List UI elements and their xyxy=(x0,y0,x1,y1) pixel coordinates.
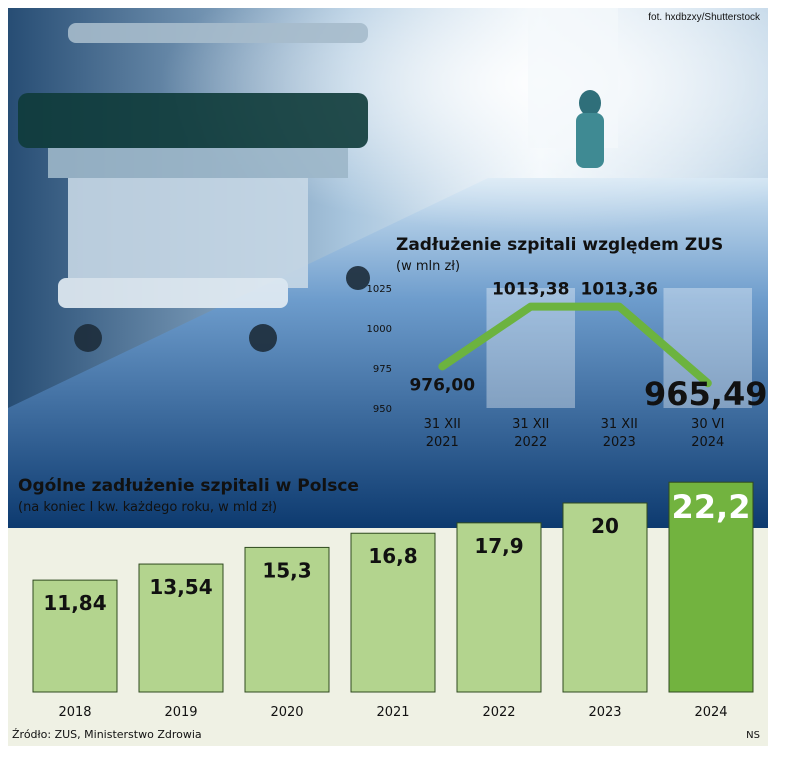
bar-chart-bars: 11,84 2018 13,54 2019 15,3 2020 16,8 2021 17,9 20… xyxy=(32,481,754,720)
bar-value-label: 20 xyxy=(591,514,619,538)
line-chart-subtitle: (w mln zł) xyxy=(396,259,460,274)
bar-category-label: 2023 xyxy=(588,705,621,720)
bar-value-label: 13,54 xyxy=(149,575,212,599)
bar-category-label: 2019 xyxy=(164,705,197,720)
bar-value-label: 17,9 xyxy=(474,534,523,558)
line-x-tick-label: 2021 xyxy=(426,435,459,450)
bar xyxy=(562,502,648,693)
hospital-corridor-photo: fot. hxdbzxy/Shutterstock xyxy=(8,8,768,528)
line-y-tick-label: 1000 xyxy=(367,324,392,335)
line-value-label: 965,49 xyxy=(644,375,767,413)
bar xyxy=(138,563,224,693)
bar-category-label: 2020 xyxy=(270,705,303,720)
bar-chart: Ogólne zadłużenie szpitali w Polsce (na … xyxy=(18,476,754,720)
bar-value-label: 15,3 xyxy=(262,558,311,582)
bar-value-label: 22,2 xyxy=(672,488,751,526)
author-initials: NS xyxy=(746,730,760,741)
line-chart-band xyxy=(663,288,752,408)
stretcher-shape xyxy=(18,23,370,352)
bar xyxy=(350,532,436,693)
bar xyxy=(456,522,542,693)
photo-credit: fot. hxdbzxy/Shutterstock xyxy=(648,12,761,23)
line-value-label: 1013,36 xyxy=(581,280,658,300)
nurse-shape xyxy=(576,90,604,168)
line-x-tick-label: 2023 xyxy=(603,435,636,450)
line-y-tick-label: 1025 xyxy=(367,284,392,295)
bar-chart-title: Ogólne zadłużenie szpitali w Polsce xyxy=(18,476,359,496)
bar xyxy=(244,546,330,693)
line-chart-y-axis: 950 975 1000 1025 xyxy=(367,284,392,415)
source-note: Źródło: ZUS, Ministerstwo Zdrowia xyxy=(12,728,202,741)
line-chart: Zadłużenie szpitali względem ZUS (w mln … xyxy=(367,235,768,450)
line-x-tick-label: 31 XII xyxy=(424,417,461,432)
line-x-tick-label: 30 VI xyxy=(691,417,724,432)
line-y-tick-label: 950 xyxy=(373,404,392,415)
line-x-tick-label: 2024 xyxy=(691,435,724,450)
line-x-tick-label: 31 XII xyxy=(601,417,638,432)
line-value-label: 976,00 xyxy=(409,375,475,395)
line-x-tick-label: 31 XII xyxy=(512,417,549,432)
line-chart-title: Zadłużenie szpitali względem ZUS xyxy=(396,235,723,255)
bar-value-label: 11,84 xyxy=(43,591,106,615)
line-y-tick-label: 975 xyxy=(373,364,392,375)
bar-category-label: 2021 xyxy=(376,705,409,720)
bar xyxy=(668,481,754,693)
line-chart-bands xyxy=(486,288,752,408)
bar-value-label: 16,8 xyxy=(368,544,417,568)
line-value-label: 1013,38 xyxy=(492,280,569,300)
line-chart-x-axis: 31 XII 2021 31 XII 2022 31 XII 2023 30 VI 2024 xyxy=(424,417,725,450)
bar-category-label: 2024 xyxy=(694,705,727,720)
bar xyxy=(32,579,118,693)
line-x-tick-label: 2022 xyxy=(514,435,547,450)
line-series-path xyxy=(438,302,712,388)
bar-category-label: 2018 xyxy=(58,705,91,720)
bar-category-label: 2022 xyxy=(482,705,515,720)
line-chart-value-labels: 976,00 1013,38 1013,36 965,49 xyxy=(409,280,767,414)
bar-chart-subtitle: (na koniec I kw. każdego roku, w mld zł) xyxy=(18,500,277,515)
